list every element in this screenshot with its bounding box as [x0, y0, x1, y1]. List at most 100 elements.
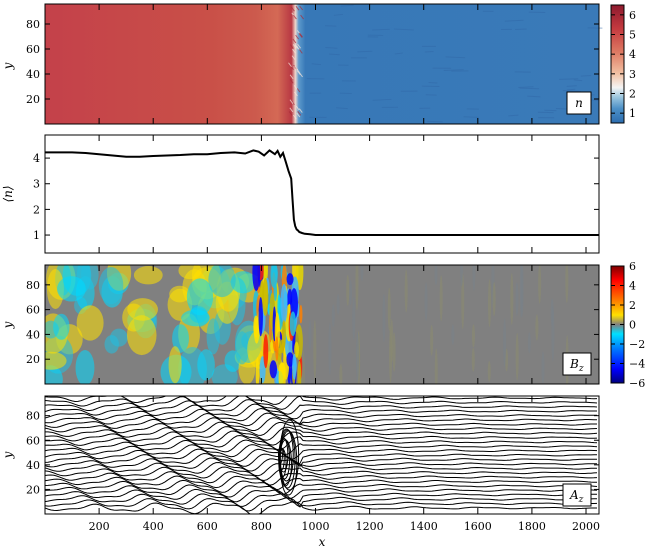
az-contour-line [45, 430, 598, 446]
az-contour-line [45, 488, 598, 504]
n-upstream-streak [580, 74, 592, 77]
bz-blob [172, 324, 189, 353]
bz-blob [234, 331, 250, 365]
bz-upstream-wave [538, 265, 542, 304]
n-shock-streak [298, 49, 303, 54]
bz-panel-tag-text: Bz [569, 357, 584, 374]
bz-shock-stripe [263, 265, 267, 282]
bz-blob [81, 265, 99, 290]
n-shock-streak [293, 14, 297, 20]
bz-upstream-wave [461, 273, 465, 330]
az-panel-frame [44, 395, 600, 515]
bz-upstream-wave [471, 324, 475, 348]
bz-blob [133, 266, 163, 285]
n-upstream-streak [372, 98, 392, 101]
n-upstream-streak [508, 114, 519, 117]
n-shock-streak [289, 44, 294, 49]
bz-shock-stripe [275, 336, 279, 362]
x-tick-label: 200 [89, 520, 110, 533]
az-tag-main: A [569, 488, 579, 502]
bz-upstream-wave [439, 275, 443, 322]
mean-n-x-ticks [98, 135, 587, 253]
bz-blob [168, 346, 182, 384]
n-shock-streak [295, 5, 300, 11]
az-tag-sub: z [578, 495, 584, 505]
az-panel-tag-text: Az [569, 488, 584, 505]
n-shock-streak [296, 112, 301, 118]
bz-shock-stripe [269, 360, 278, 379]
bz-upstream-wave [392, 332, 396, 372]
az-contour-line [45, 484, 598, 500]
n-shock-streak [294, 44, 299, 49]
bz-shock-stripe [299, 304, 303, 324]
colorbar-tick-label: 2 [629, 88, 636, 101]
bz-shock-stripe [286, 352, 294, 367]
n-upstream-streak [504, 19, 524, 22]
n-upstream-streak [559, 78, 579, 80]
y-tick-label: 4 [33, 152, 40, 165]
n-upstream-streak [428, 82, 438, 84]
bz-upstream-wave [434, 348, 438, 384]
n-shock-streak [293, 85, 298, 90]
n-panel-tag: n [566, 91, 592, 115]
bz-upstream-wave [519, 265, 523, 319]
n-upstream-streak [328, 53, 340, 56]
mean-n-frame [44, 134, 600, 254]
bz-blob [45, 365, 63, 384]
n-upstream-streak [357, 50, 373, 53]
n-heatmap-field [45, 4, 599, 124]
n-upstream-streak [519, 87, 540, 90]
mean-n-y-axis: 1 2 3 4 [33, 152, 599, 242]
colorbar-tick-label: 2 [629, 299, 636, 312]
mean-n-line [45, 149, 599, 236]
n-shock-streak [300, 14, 304, 20]
colorbar-tick-label: −4 [629, 358, 645, 371]
n-upstream-streak [311, 63, 322, 66]
az-contour-line [45, 448, 597, 465]
n-upstream-streak [518, 86, 534, 88]
bz-blob [208, 265, 236, 298]
bz-upstream-wave [541, 351, 545, 384]
az-contour-line [45, 396, 598, 410]
az-island-contour [279, 419, 300, 491]
x-axis-label: x [319, 535, 326, 549]
n-upstream-streak [515, 28, 527, 31]
x-tick-label: 1200 [356, 520, 384, 533]
x-tick-label: 400 [143, 520, 164, 533]
bz-upstream-wave [328, 322, 332, 376]
bz-heatmap-texture [45, 265, 569, 384]
n-shock-streak [292, 44, 297, 49]
bz-upstream-wave [551, 306, 555, 362]
bz-upstream-wave [492, 281, 496, 317]
az-contour-line [45, 479, 598, 495]
n-y-axis: 20 40 60 80 [26, 18, 599, 106]
bz-upstream-wave [434, 265, 438, 286]
bz-upstream-wave [510, 273, 514, 325]
az-contour-line [45, 426, 598, 441]
az-contour-line [45, 461, 597, 477]
panel-mean-n: 1 2 3 4 ⟨n⟩ [1, 134, 600, 254]
az-contour-line [45, 475, 598, 491]
colorbar-tick-label: 5 [629, 29, 636, 42]
bz-shock-stripe [263, 334, 269, 369]
n-upstream-streak [333, 13, 343, 16]
az-contour-line [45, 396, 598, 405]
n-shock-streak [298, 108, 303, 113]
mean-n-series-line [45, 149, 599, 236]
az-contour-line [45, 457, 597, 472]
y-tick-label: 80 [26, 279, 40, 292]
n-shock-streak [292, 48, 296, 54]
n-panel-frame [44, 3, 600, 125]
bz-blob [98, 266, 124, 305]
x-tick-label: 800 [251, 520, 272, 533]
az-contour-line [45, 452, 598, 468]
n-shock-streak [291, 55, 296, 61]
az-contour-line [45, 466, 598, 482]
n-upstream-streak [340, 4, 354, 7]
az-contour-lines [45, 396, 598, 514]
az-contour-line [45, 501, 597, 514]
colorbar-tick-label: 4 [629, 48, 636, 61]
az-contour-line [45, 439, 598, 456]
n-shock-streak [289, 99, 294, 104]
n-panel-tag-text: n [575, 96, 583, 110]
